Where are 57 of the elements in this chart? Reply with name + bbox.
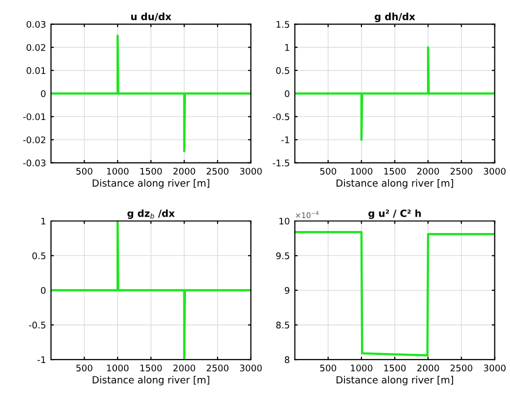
x-tick-label: 1000 <box>350 364 372 372</box>
x-tick-label: 3000 <box>240 364 262 372</box>
x-tick-label: 2500 <box>206 364 228 372</box>
chart-title: u du/dx <box>131 12 172 21</box>
x-tick-label: 500 <box>320 168 336 175</box>
x-tick-label: 1500 <box>384 364 406 372</box>
x-tick-label: 3000 <box>484 168 506 175</box>
y-tick-label: 0.01 <box>26 67 46 74</box>
line-series <box>294 230 495 357</box>
x-tick-label: 2000 <box>417 168 439 175</box>
y-tick-label: 0 <box>284 90 290 98</box>
x-tick-label: 500 <box>76 168 92 175</box>
x-tick-label: 2000 <box>173 168 196 175</box>
y-tick-label: 0 <box>40 90 46 98</box>
y-tick-label: -1 <box>38 356 46 363</box>
x-tick-label: 500 <box>320 364 336 372</box>
y-tick-label: -1.5 <box>272 160 290 166</box>
x-tick-label: 2500 <box>206 168 228 175</box>
x-axis-title: Distance along river [m] <box>336 376 454 386</box>
x-tick-label: 1500 <box>140 364 162 372</box>
y-tick-label: -0.03 <box>23 160 46 166</box>
x-tick-label: 1000 <box>107 168 129 175</box>
x-tick-label: 3000 <box>240 168 262 175</box>
x-axis-title: Distance along river [m] <box>92 376 210 386</box>
y-tick-label: 0 <box>40 287 46 294</box>
y-tick-label: 9.5 <box>276 252 290 260</box>
y-tick-label: -0.5 <box>272 113 290 120</box>
x-tick-label: 2000 <box>173 364 196 372</box>
chart-title: g u² / C² h <box>368 209 421 219</box>
y-tick-label: 0.5 <box>276 67 290 74</box>
y-tick-label: -0.02 <box>23 136 46 144</box>
x-tick-label: 2500 <box>450 364 472 372</box>
x-tick-label: 1500 <box>140 168 162 175</box>
y-tick-label: 1 <box>41 218 46 224</box>
x-tick-label: 1000 <box>350 168 372 175</box>
y-tick-label: 8 <box>284 356 290 364</box>
x-tick-label: 2000 <box>417 364 439 372</box>
x-tick-label: 2500 <box>450 168 472 175</box>
y-tick-label: 0.02 <box>26 44 46 51</box>
x-tick-label: 500 <box>76 364 92 372</box>
x-axis-title: Distance along river [m] <box>92 179 210 189</box>
x-axis-title: Distance along river [m] <box>336 179 454 189</box>
chart-title: g dh/dx <box>374 12 416 22</box>
y-tick-label: -1 <box>281 136 290 144</box>
x-tick-label: 1500 <box>384 168 406 175</box>
y-tick-label: 10 <box>279 218 290 225</box>
y-tick-label: 1.5 <box>276 21 290 28</box>
y-tick-label: -0.5 <box>28 322 46 328</box>
y-tick-label: 0.03 <box>26 20 46 28</box>
x-tick-label: 3000 <box>484 364 506 372</box>
y-tick-label: 8.5 <box>276 322 290 328</box>
y-tick-label: 1 <box>285 44 290 51</box>
y-tick-label: 9 <box>284 287 290 294</box>
y-tick-label: -0.01 <box>23 113 46 120</box>
chart-title: g dz$_{b}$ /dx <box>127 209 175 219</box>
x-tick-label: 1000 <box>107 364 129 372</box>
y-tick-label: 0.5 <box>32 252 46 260</box>
